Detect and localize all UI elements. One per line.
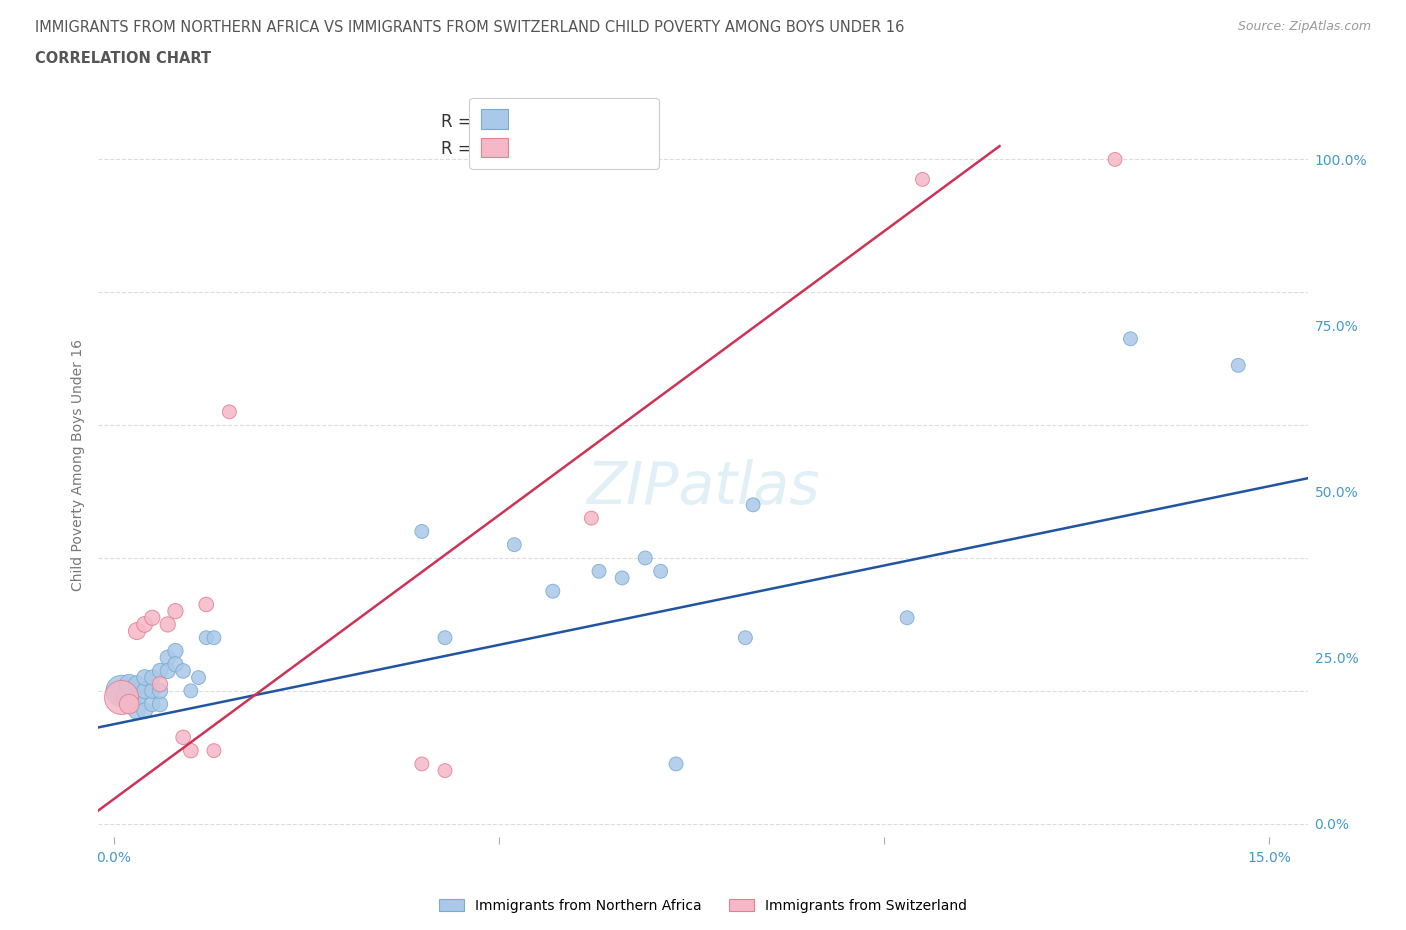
Point	[134, 617, 156, 631]
Point	[202, 743, 225, 758]
Point	[134, 703, 156, 718]
Point	[118, 677, 141, 692]
Text: N =: N =	[555, 140, 603, 158]
Point	[172, 663, 194, 678]
Point	[125, 690, 148, 705]
Point	[411, 756, 433, 771]
Point	[650, 564, 672, 578]
Point	[165, 657, 187, 671]
Point	[503, 538, 526, 552]
Point	[588, 564, 610, 578]
Point	[110, 684, 132, 698]
Point	[125, 703, 148, 718]
Point	[411, 524, 433, 538]
Legend:                         ,                         : ,	[470, 98, 658, 168]
Point	[180, 684, 202, 698]
Point	[610, 570, 633, 585]
Point	[141, 684, 163, 698]
Point	[165, 644, 187, 658]
Point	[195, 597, 218, 612]
Text: R =: R =	[440, 113, 477, 131]
Point	[141, 697, 163, 711]
Point	[896, 610, 918, 625]
Point	[742, 498, 765, 512]
Point	[172, 730, 194, 745]
Point	[156, 663, 179, 678]
Point	[180, 743, 202, 758]
Point	[165, 604, 187, 618]
Text: 38: 38	[610, 113, 631, 131]
Point	[118, 690, 141, 705]
Point	[149, 663, 172, 678]
Point	[134, 684, 156, 698]
Text: R =: R =	[440, 140, 477, 158]
Point	[1104, 152, 1126, 166]
Text: ZIPatlas: ZIPatlas	[586, 458, 820, 516]
Point	[125, 677, 148, 692]
Point	[125, 624, 148, 639]
Point	[110, 690, 132, 705]
Text: 0.611: 0.611	[489, 113, 537, 131]
Point	[149, 684, 172, 698]
Text: Source: ZipAtlas.com: Source: ZipAtlas.com	[1237, 20, 1371, 33]
Point	[141, 671, 163, 685]
Point	[149, 677, 172, 692]
Point	[218, 405, 240, 419]
Point	[134, 671, 156, 685]
Point	[734, 631, 756, 645]
Point	[581, 511, 603, 525]
Point	[433, 631, 456, 645]
Point	[141, 610, 163, 625]
Point	[433, 764, 456, 778]
Point	[634, 551, 657, 565]
Point	[156, 617, 179, 631]
Text: CORRELATION CHART: CORRELATION CHART	[35, 51, 211, 66]
Text: N =: N =	[555, 113, 603, 131]
Text: 0.791: 0.791	[489, 140, 536, 158]
Point	[541, 584, 564, 599]
Point	[665, 756, 688, 771]
Point	[202, 631, 225, 645]
Point	[1119, 331, 1142, 346]
Text: IMMIGRANTS FROM NORTHERN AFRICA VS IMMIGRANTS FROM SWITZERLAND CHILD POVERTY AMO: IMMIGRANTS FROM NORTHERN AFRICA VS IMMIG…	[35, 20, 904, 35]
Point	[149, 697, 172, 711]
Legend: Immigrants from Northern Africa, Immigrants from Switzerland: Immigrants from Northern Africa, Immigra…	[433, 894, 973, 919]
Point	[118, 697, 141, 711]
Point	[911, 172, 934, 187]
Point	[1227, 358, 1250, 373]
Point	[187, 671, 209, 685]
Point	[195, 631, 218, 645]
Point	[156, 650, 179, 665]
Text: 18: 18	[610, 140, 631, 158]
Y-axis label: Child Poverty Among Boys Under 16: Child Poverty Among Boys Under 16	[70, 339, 84, 591]
